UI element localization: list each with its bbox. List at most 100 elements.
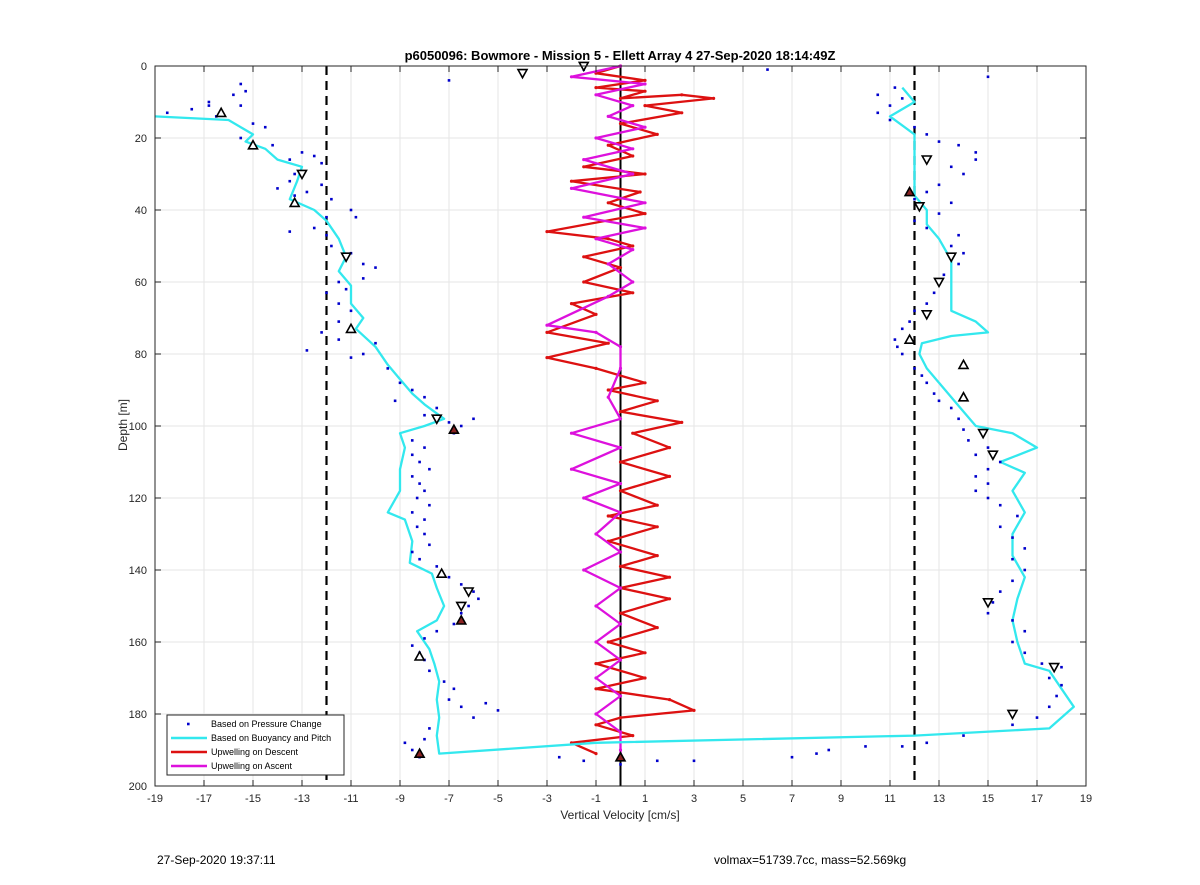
pressure-point — [1035, 716, 1039, 719]
pressure-point — [320, 331, 323, 334]
axis-ticks: -19 -17 -15 -13 -11 -9 -7 -5 -3 -1 1 3 5 7 9 11 13 15 17 19… — [129, 61, 1092, 805]
pressure-point — [925, 381, 929, 385]
pressure-point — [467, 604, 470, 608]
series-point — [643, 104, 647, 108]
series-point — [631, 172, 635, 176]
series-point — [618, 96, 623, 100]
pressure-point — [361, 352, 365, 356]
series-point — [618, 366, 623, 370]
series-upwelling-on-descent — [545, 64, 715, 755]
pressure-point — [766, 68, 769, 71]
series-point — [606, 262, 610, 266]
series-point — [667, 575, 672, 579]
pressure-point — [442, 680, 446, 683]
pressure-point — [428, 727, 431, 730]
series-point — [545, 330, 549, 334]
pressure-point — [1016, 514, 1019, 518]
pressure-point — [312, 154, 316, 158]
pressure-point — [418, 460, 421, 464]
series-point — [606, 341, 610, 345]
pressure-point — [1023, 568, 1027, 572]
series-point — [667, 597, 672, 601]
pressure-point — [888, 104, 892, 107]
series-point — [545, 230, 549, 234]
pressure-point — [477, 597, 480, 601]
series-point — [643, 82, 647, 86]
pressure-point — [423, 518, 426, 521]
pressure-point — [1011, 579, 1014, 583]
series-point — [631, 147, 635, 151]
pressure-point — [864, 745, 867, 748]
legend-label: Based on Pressure Change — [211, 719, 322, 729]
pressure-point — [1055, 694, 1058, 698]
pressure-point — [374, 266, 377, 269]
series-point — [594, 752, 598, 756]
series-point — [569, 186, 574, 190]
pressure-point — [349, 208, 353, 212]
series-layer — [154, 64, 1075, 759]
pressure-point — [447, 575, 451, 579]
pressure-point — [472, 590, 475, 593]
triangle-marker — [516, 68, 529, 80]
pressure-point — [1011, 557, 1014, 561]
series-point — [594, 330, 598, 334]
y-tick-label: 140 — [129, 565, 147, 577]
x-tick-label: 19 — [1080, 793, 1092, 805]
pressure-point — [349, 309, 353, 313]
pressure-point — [974, 489, 978, 493]
x-tick-label: -11 — [343, 793, 358, 805]
pressure-point — [790, 755, 794, 759]
pressure-point — [949, 165, 953, 169]
pressure-point — [893, 338, 897, 341]
triangle-marker — [430, 414, 443, 425]
series-point — [594, 237, 598, 241]
series-point — [643, 381, 647, 385]
series-point — [618, 345, 623, 349]
pressure-point — [423, 413, 426, 417]
pressure-point — [251, 122, 255, 125]
pressure-point — [893, 86, 897, 89]
pressure-point — [325, 233, 328, 237]
series-point — [643, 226, 647, 230]
y-tick-label: 100 — [129, 421, 147, 433]
series-point — [667, 474, 672, 478]
pressure-point — [410, 388, 414, 392]
pressure-point — [271, 143, 274, 147]
series-point — [582, 496, 586, 500]
triangle-marker — [903, 333, 916, 345]
series-point — [655, 399, 659, 403]
x-tick-label: 3 — [691, 793, 697, 805]
series-point — [643, 89, 647, 93]
pressure-point — [165, 111, 169, 115]
pressure-point — [410, 550, 414, 554]
x-tick-label: 5 — [740, 793, 746, 805]
y-tick-label: 80 — [135, 349, 147, 361]
series-upwelling-on-ascent — [545, 64, 647, 758]
pressure-point — [1040, 662, 1044, 665]
series-point — [655, 554, 659, 558]
series-point — [606, 640, 610, 644]
pressure-point — [435, 629, 439, 633]
pressure-point — [986, 75, 990, 79]
series-point — [582, 280, 586, 284]
series-point — [606, 237, 610, 241]
pressure-point — [415, 496, 419, 500]
x-tick-label: 11 — [884, 793, 895, 805]
pressure-point — [325, 291, 328, 295]
pressure-point — [692, 759, 696, 763]
pressure-point — [344, 287, 348, 291]
pressure-point — [398, 381, 402, 385]
pressure-point — [925, 302, 929, 305]
pressure-point — [320, 183, 323, 187]
pressure-point — [288, 158, 292, 161]
pressure-point — [937, 140, 941, 143]
pressure-point — [967, 439, 970, 442]
triangle-marker — [920, 309, 933, 321]
series-point — [594, 723, 598, 727]
y-tick-label: 20 — [135, 133, 147, 145]
series-point — [712, 96, 716, 100]
y-tick-label: 200 — [129, 781, 147, 793]
pressure-point — [305, 349, 309, 352]
x-axis-label: Vertical Velocity [cm/s] — [560, 808, 679, 822]
